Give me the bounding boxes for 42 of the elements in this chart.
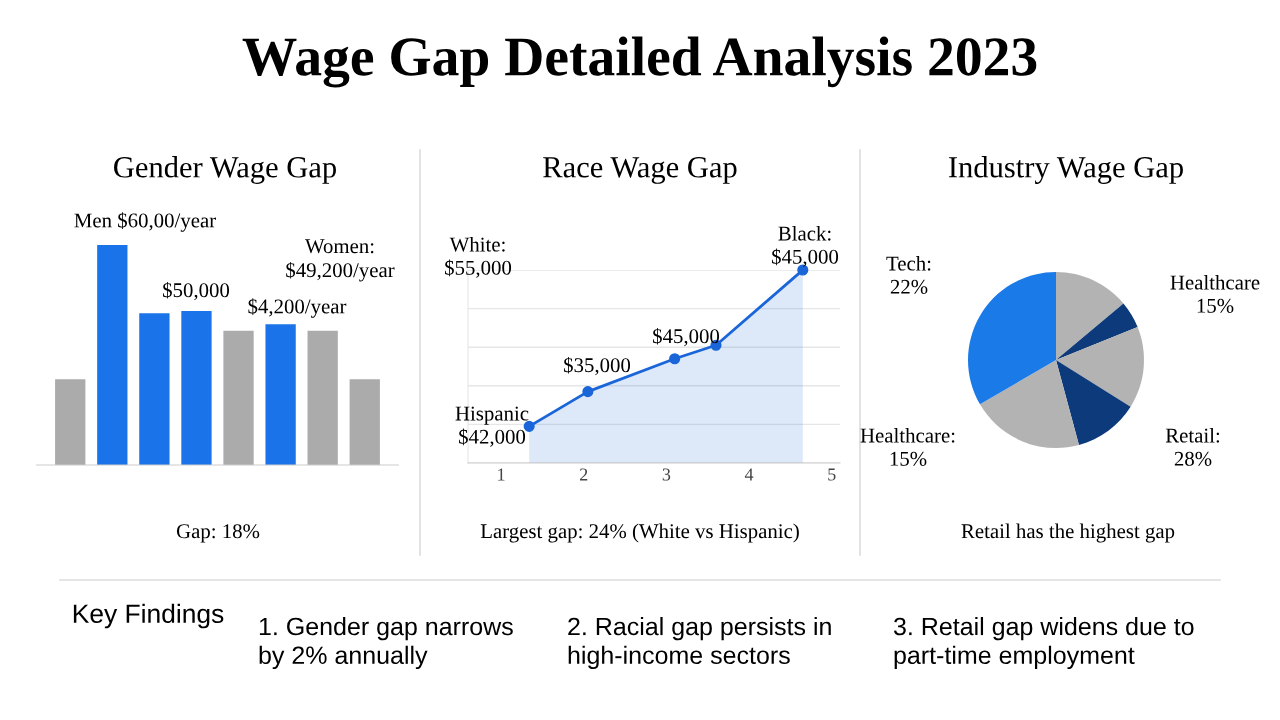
text: 3. Retail gap widens due to part-time employment <box>893 616 1194 670</box>
bar <box>265 324 296 465</box>
annotation: $35,000 <box>564 356 631 376</box>
pie-slice <box>1056 360 1131 445</box>
bar <box>139 313 170 465</box>
bar <box>223 330 254 465</box>
x-tick-label: 5 <box>828 468 836 481</box>
x-tick-label: 3 <box>662 468 671 481</box>
text: Tech: 22% <box>886 255 931 294</box>
annotation: Hispanic $42,000 <box>455 406 529 447</box>
annotation: White: $55,000 <box>445 236 512 278</box>
x-tick-label: 1 <box>498 468 505 481</box>
x-tick-label: 2 <box>580 468 588 481</box>
point <box>669 353 681 365</box>
text: Largest gap: 24% (White vs Hispanic) <box>480 523 799 543</box>
pie-slice <box>1056 303 1138 360</box>
text: Retail has the highest gap <box>961 523 1175 543</box>
annotation: $50,000 <box>163 281 230 301</box>
annotation: Women: $49,200/year <box>286 239 395 282</box>
text: Men $60,00/year <box>74 212 216 232</box>
annotation: $45,000 <box>653 327 720 347</box>
chart-title: Industry Wage Gap <box>948 156 1183 184</box>
text: Retail: 28% <box>1165 427 1220 466</box>
chart-title: Race Wage Gap <box>543 157 737 184</box>
text: Gap: 18% <box>176 524 260 543</box>
bar <box>55 379 86 465</box>
annotation: $4,200/year <box>248 298 347 318</box>
text: Healthcare 15% <box>1170 274 1260 313</box>
point <box>582 386 594 398</box>
text: Key Findings <box>73 603 224 629</box>
pie-slice <box>968 272 1056 405</box>
text: Healthcare: 15% <box>860 427 955 466</box>
chart-title: Gender Wage Gap <box>114 156 336 184</box>
bar <box>97 245 128 465</box>
x-tick-label: 4 <box>744 468 754 481</box>
text: Black: $45,000 <box>772 225 839 267</box>
bar <box>307 330 338 465</box>
bar <box>181 311 212 465</box>
text: Wage Gap Detailed Analysis 2023 <box>242 36 1037 88</box>
text: 1. Gender gap narrows by 2% annually <box>259 616 513 670</box>
bar <box>349 379 380 465</box>
text: 2. Racial gap persists in high-income sectors <box>568 616 831 670</box>
